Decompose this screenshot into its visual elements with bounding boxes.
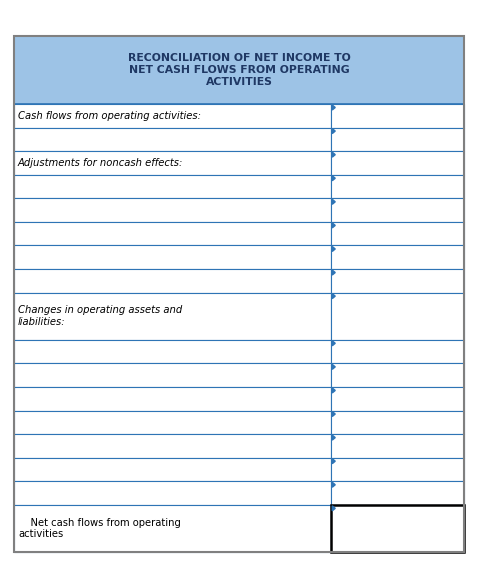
Bar — [14, 36, 464, 104]
Bar — [14, 293, 331, 340]
Polygon shape — [332, 435, 335, 440]
Bar — [331, 175, 464, 198]
Bar — [14, 434, 331, 458]
Bar — [14, 410, 331, 434]
Bar — [331, 387, 464, 410]
Polygon shape — [332, 270, 335, 275]
Bar — [14, 246, 331, 269]
Polygon shape — [332, 223, 335, 228]
Bar — [331, 363, 464, 387]
Polygon shape — [332, 458, 335, 464]
Bar — [14, 175, 331, 198]
Bar — [331, 246, 464, 269]
Polygon shape — [332, 411, 335, 417]
Bar — [14, 481, 331, 505]
Text: RECONCILIATION OF NET INCOME TO
NET CASH FLOWS FROM OPERATING
ACTIVITIES: RECONCILIATION OF NET INCOME TO NET CASH… — [128, 53, 350, 87]
Text: Adjustments for noncash effects:: Adjustments for noncash effects: — [18, 158, 184, 168]
Bar — [331, 481, 464, 505]
Bar — [14, 387, 331, 410]
Polygon shape — [332, 482, 335, 487]
Polygon shape — [332, 388, 335, 393]
Bar — [331, 340, 464, 363]
Bar — [14, 198, 331, 222]
Bar — [331, 198, 464, 222]
Bar — [14, 127, 331, 151]
Bar — [14, 151, 331, 175]
Bar — [14, 458, 331, 481]
Bar — [331, 410, 464, 434]
Polygon shape — [332, 105, 335, 110]
Text: Net cash flows from operating
activities: Net cash flows from operating activities — [18, 518, 181, 539]
Bar — [14, 104, 331, 127]
Polygon shape — [332, 506, 335, 511]
Bar — [331, 505, 464, 552]
Text: Cash flows from operating activities:: Cash flows from operating activities: — [18, 111, 201, 121]
Bar — [331, 269, 464, 293]
Polygon shape — [332, 128, 335, 134]
Bar — [331, 293, 464, 340]
Bar — [331, 104, 464, 127]
Bar — [331, 458, 464, 481]
Polygon shape — [332, 294, 335, 299]
Polygon shape — [332, 246, 335, 251]
Bar — [14, 340, 331, 363]
Bar — [14, 222, 331, 246]
Bar — [14, 505, 331, 552]
Text: Changes in operating assets and
liabilities:: Changes in operating assets and liabilit… — [18, 306, 182, 327]
Bar — [14, 269, 331, 293]
Polygon shape — [332, 152, 335, 157]
Polygon shape — [332, 365, 335, 370]
Bar — [331, 434, 464, 458]
Polygon shape — [332, 199, 335, 204]
Bar — [331, 151, 464, 175]
Polygon shape — [332, 175, 335, 181]
Bar — [331, 127, 464, 151]
Bar — [14, 363, 331, 387]
Bar — [331, 222, 464, 246]
Polygon shape — [332, 341, 335, 346]
